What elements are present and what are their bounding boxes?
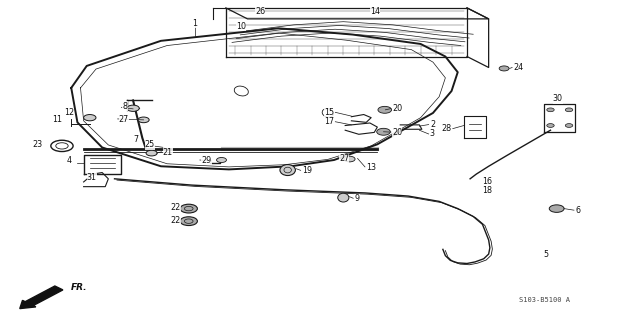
Circle shape [378, 106, 392, 113]
Text: 19: 19 [302, 166, 312, 175]
Text: 4: 4 [66, 156, 71, 165]
Text: 24: 24 [514, 63, 524, 72]
Circle shape [180, 204, 198, 213]
Text: 27: 27 [339, 154, 349, 163]
Text: 26: 26 [255, 7, 265, 17]
Text: 28: 28 [442, 124, 452, 133]
Circle shape [127, 105, 139, 111]
Text: 22: 22 [170, 216, 180, 225]
Ellipse shape [338, 193, 349, 202]
Circle shape [499, 66, 509, 71]
Text: 25: 25 [145, 140, 155, 149]
Text: 21: 21 [163, 148, 173, 157]
Text: 11: 11 [52, 115, 62, 124]
Circle shape [547, 124, 554, 127]
Text: FR.: FR. [71, 284, 88, 292]
Text: 20: 20 [392, 104, 403, 113]
Text: 30: 30 [553, 94, 563, 103]
Text: 7: 7 [133, 135, 138, 144]
Text: 27: 27 [119, 115, 129, 124]
Circle shape [146, 150, 157, 156]
Circle shape [180, 217, 198, 226]
Circle shape [344, 156, 355, 162]
Circle shape [377, 128, 391, 135]
Text: 13: 13 [366, 163, 376, 172]
Text: 8: 8 [122, 101, 127, 111]
Circle shape [83, 115, 96, 121]
Circle shape [216, 157, 227, 163]
Text: 18: 18 [483, 186, 492, 195]
Text: 2: 2 [430, 120, 435, 129]
Circle shape [138, 117, 149, 123]
Text: 29: 29 [201, 156, 211, 165]
Ellipse shape [280, 164, 295, 176]
Circle shape [565, 124, 573, 127]
Text: 20: 20 [392, 128, 403, 137]
Circle shape [565, 108, 573, 112]
Text: 1: 1 [192, 19, 198, 28]
Text: S103-B5100 A: S103-B5100 A [519, 297, 570, 302]
Text: 5: 5 [543, 250, 548, 259]
FancyArrow shape [20, 286, 63, 308]
Circle shape [549, 205, 564, 212]
Text: 23: 23 [32, 140, 42, 149]
Text: 14: 14 [370, 7, 380, 17]
Text: 10: 10 [236, 22, 246, 31]
Text: 16: 16 [483, 177, 492, 186]
Circle shape [547, 108, 554, 112]
Text: 6: 6 [575, 206, 581, 215]
Text: 15: 15 [324, 108, 334, 117]
Text: 17: 17 [324, 117, 334, 126]
Text: 12: 12 [64, 108, 74, 117]
Text: 9: 9 [355, 194, 360, 203]
Text: 31: 31 [86, 173, 97, 182]
Text: 22: 22 [170, 203, 180, 212]
Text: 3: 3 [430, 130, 435, 139]
